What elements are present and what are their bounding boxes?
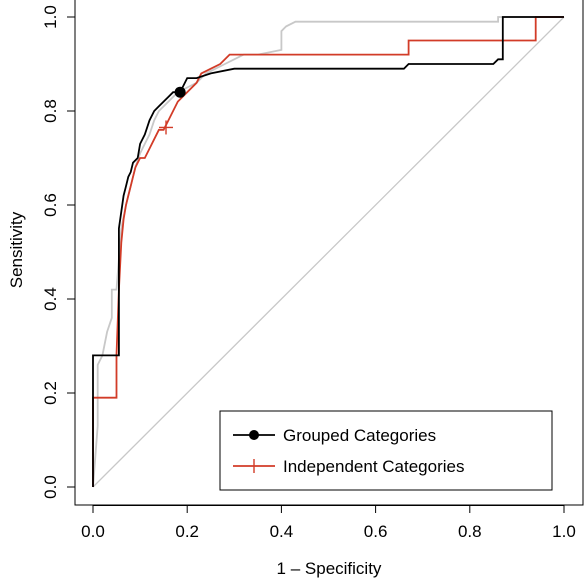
- legend-label: Independent Categories: [283, 457, 464, 476]
- x-tick-label: 0.6: [364, 522, 388, 541]
- marker-layer: [159, 86, 186, 135]
- legend-swatch-marker: [249, 430, 259, 440]
- axes-layer: 0.0 0.2 0.4 0.6 0.8 1.0 0.0 0.2 0.4 0.6 0.8 1.0: [41, 0, 584, 541]
- y-tick-label: 0.8: [41, 99, 60, 123]
- x-tick-label: 0.8: [458, 522, 482, 541]
- y-tick-label: 1.0: [41, 5, 60, 29]
- x-tick-label: 0.0: [81, 522, 105, 541]
- unlabeled-roc-line: [92, 16, 564, 488]
- x-tick-label: 1.0: [552, 522, 576, 541]
- y-tick-label: 0.4: [41, 287, 60, 311]
- y-tick-label: 0.2: [41, 381, 60, 405]
- x-axis-label: 1 – Specificity: [277, 559, 382, 578]
- y-tick-label: 0.6: [41, 193, 60, 217]
- y-tick-label: 0.0: [41, 475, 60, 499]
- chance-diagonal-line: [92, 16, 565, 488]
- y-axis-label: Sensitivity: [7, 211, 26, 288]
- grouped-categories-line: [92, 16, 564, 487]
- independent-categories-line: [92, 16, 564, 487]
- series-layer: [92, 16, 564, 488]
- legend-label: Grouped Categories: [283, 426, 436, 445]
- grouped-operating-point: [174, 86, 186, 98]
- independent-operating-point: [159, 120, 174, 135]
- reference-layer: [92, 16, 565, 488]
- legend-box: [219, 410, 553, 491]
- legend: Grouped Categories Independent Categories: [219, 410, 553, 491]
- x-tick-label: 0.2: [175, 522, 199, 541]
- x-tick-label: 0.4: [270, 522, 294, 541]
